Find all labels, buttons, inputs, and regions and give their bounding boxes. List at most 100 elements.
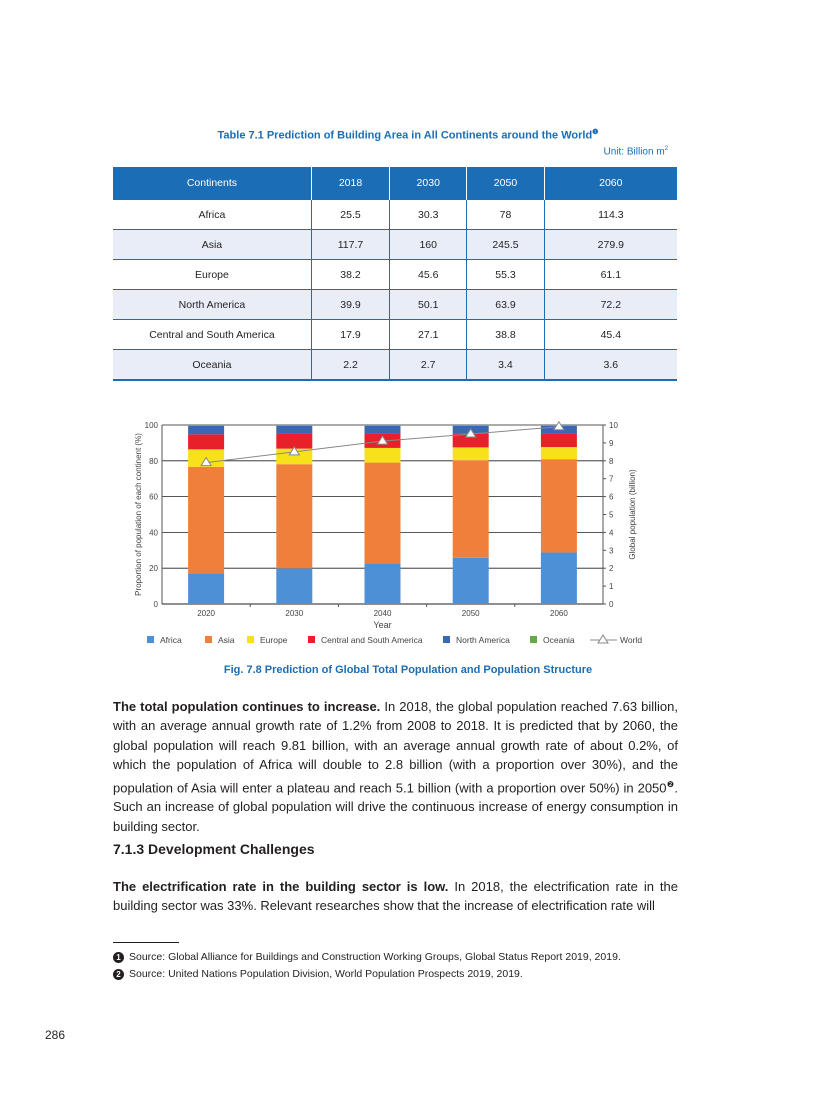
cell-continent: Europe [113, 259, 312, 290]
table-row: Europe 38.2 45.6 55.3 61.1 [113, 259, 677, 290]
bar-oceania [452, 425, 489, 426]
bar-asia [452, 460, 489, 558]
table-caption: Table 7.1 Prediction of Building Area in… [0, 128, 816, 142]
cell-value: 114.3 [543, 199, 677, 230]
legend-label: North America [456, 635, 510, 645]
paragraph-lead: The total population continues to increa… [113, 699, 381, 714]
cell-value: 27.1 [389, 319, 467, 350]
section-heading: 7.1.3 Development Challenges [113, 841, 315, 857]
cell-value: 61.1 [543, 259, 677, 290]
cell-value: 160 [389, 229, 467, 260]
bar-europe [364, 447, 401, 463]
cell-value: 2.2 [310, 349, 390, 381]
y2-tick-label: 9 [609, 439, 614, 448]
y2-tick-label: 5 [609, 511, 614, 520]
bar-africa [276, 568, 313, 604]
cell-value: 3.6 [543, 349, 677, 381]
column-header: 2050 [466, 167, 545, 200]
y2-tick-label: 0 [609, 600, 614, 609]
table-row: Africa 25.5 30.3 78 114.3 [113, 199, 677, 230]
bar-central-and-south-america [540, 433, 577, 448]
table-header-row: Continents 2018 2030 2050 2060 [113, 167, 677, 200]
bar-africa [364, 563, 401, 604]
footnote-text: Source: Global Alliance for Buildings an… [129, 951, 621, 963]
legend-label: World [620, 635, 642, 645]
bar-europe [452, 447, 489, 461]
cell-value: 25.5 [310, 199, 390, 230]
page-number: 286 [45, 1028, 66, 1042]
cell-value: 50.1 [389, 289, 467, 320]
cell-value: 72.2 [543, 289, 677, 320]
x-tick-label: 2040 [374, 609, 392, 618]
building-area-table: Continents 2018 2030 2050 2060 Africa 25.5 30.… [113, 167, 677, 381]
unit-sup: 2 [664, 146, 668, 152]
y2-axis-label: Global population (billion) [628, 469, 637, 560]
cell-continent: Africa [113, 199, 312, 230]
table-row: Asia 117.7 160 245.5 279.9 [113, 229, 677, 260]
cell-value: 63.9 [466, 289, 545, 320]
cell-value: 45.6 [389, 259, 467, 290]
y-tick-label: 100 [145, 421, 159, 430]
legend-label: Central and South America [321, 635, 423, 645]
bar-oceania [188, 425, 225, 426]
cell-value: 38.2 [310, 259, 390, 290]
table-unit: Unit: Billion m2 [604, 146, 668, 157]
cell-value: 55.3 [466, 259, 545, 290]
x-tick-label: 2050 [462, 609, 480, 618]
y2-tick-label: 3 [609, 546, 614, 555]
column-header: 2030 [389, 167, 467, 200]
bar-asia [188, 466, 225, 574]
x-tick-label: 2020 [197, 609, 215, 618]
bar-north-america [188, 425, 225, 435]
x-tick-label: 2030 [285, 609, 303, 618]
legend-swatch [205, 636, 212, 643]
cell-value: 30.3 [389, 199, 467, 230]
legend-swatch [147, 636, 154, 643]
table-body: Africa 25.5 30.3 78 114.3 Asia 117.7 160 245.5 27… [113, 199, 677, 381]
y2-tick-label: 4 [609, 528, 614, 537]
unit-text: Unit: Billion m [603, 146, 665, 158]
cell-value: 78 [466, 199, 545, 230]
bar-africa [188, 573, 225, 604]
x-tick-label: 2060 [550, 609, 568, 618]
cell-continent: Central and South America [113, 319, 312, 350]
world-marker [464, 428, 477, 438]
paragraph-electrification: The electrification rate in the building… [113, 877, 678, 916]
footnote-text: Source: United Nations Population Divisi… [129, 968, 523, 980]
y2-tick-label: 1 [609, 582, 614, 591]
bar-central-and-south-america [188, 434, 225, 450]
cell-value: 17.9 [310, 319, 390, 350]
y-tick-label: 40 [149, 528, 158, 537]
footnote-ref[interactable]: ❷ [666, 779, 675, 789]
paragraph-body: In 2018, the global population reached 7… [113, 699, 679, 795]
y2-tick-label: 10 [609, 421, 618, 430]
bar-europe [540, 447, 577, 460]
footnote-number: 2 [113, 969, 124, 980]
y-tick-label: 80 [149, 457, 158, 466]
y-tick-label: 0 [154, 600, 159, 609]
paragraph-body: In 2018, the electrification rate in the… [113, 879, 678, 914]
footnote-1: 1 Source: Global Alliance for Buildings a… [113, 951, 621, 963]
bar-africa [540, 552, 577, 604]
world-marker [552, 420, 565, 431]
bar-asia [540, 459, 577, 553]
legend-label: Oceania [543, 635, 575, 645]
world-marker [376, 435, 389, 445]
paragraph-tail: . Such an increase of global population … [113, 779, 679, 834]
footnote-ref[interactable]: ❶ [592, 129, 599, 136]
y2-tick-label: 6 [609, 493, 614, 502]
bar-north-america [276, 425, 313, 434]
column-header: 2060 [543, 167, 677, 200]
bar-central-and-south-america [452, 433, 489, 448]
bar-asia [276, 464, 313, 569]
table-row: Oceania 2.2 2.7 3.4 3.6 [113, 349, 677, 381]
cell-value: 3.4 [466, 349, 545, 381]
legend-label: Asia [218, 635, 235, 645]
cell-value: 45.4 [543, 319, 677, 350]
world-marker [288, 445, 301, 456]
legend-swatch [308, 636, 315, 643]
y-axis-label: Proportion of population of each contine… [134, 433, 143, 596]
y2-tick-label: 8 [609, 457, 614, 466]
cell-value: 117.7 [310, 229, 390, 260]
